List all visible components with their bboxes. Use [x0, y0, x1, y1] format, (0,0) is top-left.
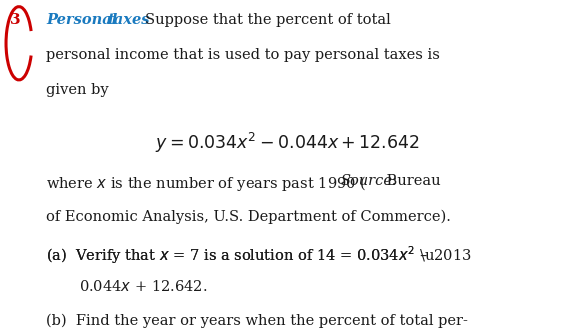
Text: Source:: Source: [340, 174, 397, 188]
Text: given by: given by [46, 83, 108, 97]
Text: Suppose that the percent of total: Suppose that the percent of total [145, 13, 390, 27]
Text: 3: 3 [10, 13, 21, 27]
Text: where $x$ is the number of years past 1990 (: where $x$ is the number of years past 19… [46, 174, 366, 193]
Text: (a)  Verify that $x$ = 7 is a solution of 14 = 0.034$x^2$ –: (a) Verify that $x$ = 7 is a solution of… [46, 244, 428, 266]
Text: taxes: taxes [107, 13, 150, 27]
Text: personal income that is used to pay personal taxes is: personal income that is used to pay pers… [46, 48, 440, 62]
Text: (b)  Find the year or years when the percent of total per-: (b) Find the year or years when the perc… [46, 314, 468, 328]
Text: Bureau: Bureau [382, 174, 441, 188]
Text: $y = 0.034x^2 - 0.044x + 12.642$: $y = 0.034x^2 - 0.044x + 12.642$ [154, 131, 420, 155]
Text: 0.044$x$ + 12.642.: 0.044$x$ + 12.642. [79, 279, 208, 294]
Text: Personal: Personal [46, 13, 122, 27]
Text: of Economic Analysis, U.S. Department of Commerce).: of Economic Analysis, U.S. Department of… [46, 209, 451, 223]
Text: (a)  Verify that $x$ = 7 is a solution of 14 = 0.034$x^2$ \u2013: (a) Verify that $x$ = 7 is a solution of… [46, 244, 472, 266]
